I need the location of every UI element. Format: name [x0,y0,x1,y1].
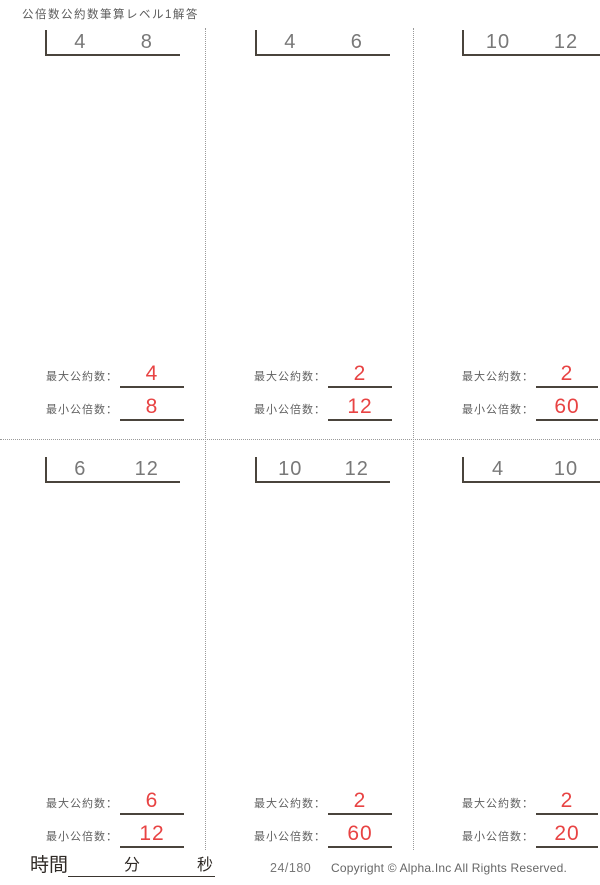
division-bracket: 4 6 [255,30,390,56]
lcm-label: 最小公倍数： [254,404,326,416]
lcm-answer-row: 最小公倍数： 12 [0,823,184,848]
lcm-answer-row: 最小公倍数： 12 [208,396,392,421]
lcm-answer-row: 最小公倍数： 8 [0,396,184,421]
division-bracket: 10 12 [462,30,600,56]
gcd-answer: 2 [328,790,392,815]
division-bracket: 4 10 [462,457,600,483]
page-title: 公倍数公約数筆算レベル1解答 [22,9,199,21]
problem-cell-5: 10 12 最大公約数： 2 最小公倍数： 60 [208,455,413,852]
seconds-label: 秒 [197,857,214,874]
gcd-label: 最大公約数： [462,371,534,383]
lcm-answer: 60 [328,823,392,848]
lcm-label: 最小公倍数： [46,831,118,843]
problem-cell-3: 10 12 最大公約数： 2 最小公倍数： 60 [416,28,600,439]
time-entry: 時間 分 秒 [30,854,216,877]
number-b: 8 [140,31,153,53]
number-a: 6 [74,458,87,480]
number-b: 12 [553,31,579,53]
number-a: 10 [485,31,511,53]
gcd-answer: 2 [536,363,598,388]
row-separator [0,439,600,440]
number-b: 10 [553,458,579,480]
lcm-answer-row: 最小公倍数： 60 [416,396,598,421]
problem-cell-2: 4 6 最大公約数： 2 最小公倍数： 12 [208,28,413,439]
lcm-answer: 8 [120,396,184,421]
minutes-label: 分 [124,857,141,874]
problem-cell-4: 6 12 最大公約数： 6 最小公倍数： 12 [0,455,205,852]
number-b: 6 [350,31,363,53]
gcd-label: 最大公約数： [462,798,534,810]
problem-cell-1: 4 8 最大公約数： 4 最小公倍数： 8 [0,28,205,439]
lcm-answer-row: 最小公倍数： 60 [208,823,392,848]
division-bracket: 6 12 [45,457,180,483]
lcm-answer: 12 [120,823,184,848]
gcd-answer: 4 [120,363,184,388]
lcm-answer: 12 [328,396,392,421]
lcm-label: 最小公倍数： [254,831,326,843]
lcm-label: 最小公倍数： [462,404,534,416]
gcd-label: 最大公約数： [46,798,118,810]
lcm-answer-row: 最小公倍数： 20 [416,823,598,848]
time-blank-line: 分 秒 [68,854,216,877]
gcd-answer-row: 最大公約数： 4 [0,363,184,388]
page-number: 24/180 [270,861,312,875]
gcd-answer: 2 [536,790,598,815]
number-a: 4 [74,31,87,53]
lcm-answer: 20 [536,823,598,848]
gcd-answer: 6 [120,790,184,815]
gcd-label: 最大公約数： [46,371,118,383]
lcm-label: 最小公倍数： [462,831,534,843]
lcm-answer: 60 [536,396,598,421]
gcd-answer-row: 最大公約数： 2 [208,790,392,815]
number-b: 12 [134,458,159,480]
lcm-label: 最小公倍数： [46,404,118,416]
gcd-label: 最大公約数： [254,371,326,383]
gcd-answer-row: 最大公約数： 6 [0,790,184,815]
copyright-text: Copyright © Alpha.Inc All Rights Reserve… [331,861,568,875]
number-b: 12 [344,458,369,480]
gcd-answer: 2 [328,363,392,388]
gcd-answer-row: 最大公約数： 2 [416,363,598,388]
number-a: 4 [284,31,297,53]
gcd-answer-row: 最大公約数： 2 [208,363,392,388]
division-bracket: 10 12 [255,457,390,483]
number-a: 4 [491,458,505,480]
time-label: 時間 [30,855,69,877]
number-a: 10 [278,458,303,480]
gcd-answer-row: 最大公約数： 2 [416,790,598,815]
gcd-label: 最大公約数： [254,798,326,810]
problem-cell-6: 4 10 最大公約数： 2 最小公倍数： 20 [416,455,600,852]
division-bracket: 4 8 [45,30,180,56]
